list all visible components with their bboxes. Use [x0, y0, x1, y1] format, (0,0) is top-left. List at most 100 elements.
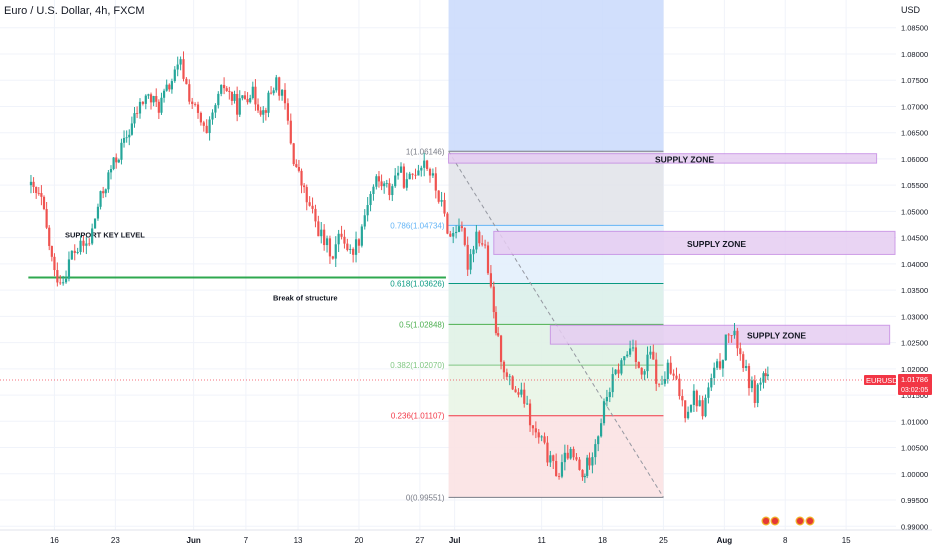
- time-axis: 16 23 Jun 7 13 20 27 Jul 11 18 25 Aug 8 15: [0, 529, 932, 550]
- candle: [649, 345, 652, 359]
- candle-body: [40, 193, 43, 197]
- candle: [437, 190, 440, 204]
- candle-body: [357, 239, 361, 246]
- candle: [199, 111, 202, 126]
- candle: [489, 265, 492, 289]
- candle-body: [283, 89, 287, 104]
- candle: [597, 435, 600, 452]
- candle: [611, 367, 614, 398]
- candle-body: [236, 94, 239, 115]
- candle: [736, 327, 739, 356]
- candle: [640, 367, 643, 380]
- candle-body: [168, 84, 171, 90]
- candle: [446, 212, 449, 235]
- candle: [552, 454, 555, 469]
- candle-body: [478, 231, 481, 244]
- candle-body: [311, 205, 314, 209]
- candle-body: [267, 92, 270, 113]
- candle: [380, 174, 383, 191]
- candle-body: [308, 202, 311, 206]
- candle-body: [328, 238, 332, 257]
- candle-body: [718, 361, 722, 369]
- candle: [684, 400, 687, 423]
- candle-body: [405, 179, 408, 188]
- candle: [681, 389, 684, 407]
- economic-events: [760, 515, 816, 527]
- candle-body: [122, 138, 126, 143]
- candle: [128, 129, 131, 146]
- candle: [716, 358, 719, 371]
- candle-body: [85, 243, 88, 246]
- candle: [549, 450, 552, 468]
- candle-body: [543, 436, 546, 443]
- price-tick-label: 1.04500: [901, 234, 928, 243]
- candle-body: [511, 376, 514, 390]
- candle-body: [59, 282, 62, 284]
- candle: [211, 109, 214, 125]
- candle: [710, 373, 713, 392]
- candle: [428, 167, 432, 183]
- candle-body: [489, 273, 492, 287]
- candle-body: [472, 249, 475, 255]
- candle-body: [520, 389, 523, 395]
- candle: [202, 120, 205, 132]
- candle: [591, 452, 594, 474]
- candle: [238, 90, 241, 118]
- candle-body: [417, 170, 420, 176]
- candle-body: [185, 78, 188, 85]
- candle-body: [766, 374, 769, 377]
- candle: [420, 165, 423, 177]
- candle-body: [45, 208, 48, 228]
- candle-body: [230, 91, 234, 101]
- candle: [698, 395, 701, 407]
- candle-body: [497, 333, 500, 336]
- candle-body: [320, 229, 323, 237]
- candle-body: [460, 226, 463, 229]
- candle-body: [617, 369, 620, 374]
- candle: [29, 174, 33, 194]
- candle-body: [423, 160, 426, 168]
- candle-body: [637, 362, 640, 368]
- candle: [629, 340, 632, 358]
- candle: [149, 92, 153, 110]
- candle: [614, 369, 617, 376]
- candle-body: [334, 244, 337, 259]
- candle: [182, 51, 185, 82]
- candle: [168, 83, 171, 92]
- candle: [352, 247, 355, 263]
- candle: [56, 262, 59, 287]
- candle-body: [96, 206, 100, 219]
- candle-body: [753, 380, 756, 404]
- candle-body: [528, 403, 532, 426]
- candle: [246, 92, 249, 105]
- candle: [88, 238, 91, 247]
- fib-band: [448, 283, 664, 325]
- candle-body: [505, 372, 508, 377]
- price-tick-label: 1.06500: [901, 129, 928, 138]
- candle-body: [443, 200, 446, 214]
- candle: [666, 359, 669, 384]
- candle: [475, 225, 478, 254]
- candle: [369, 191, 372, 212]
- candle-body: [141, 101, 144, 104]
- candle-body: [217, 93, 220, 106]
- candle-body: [555, 460, 558, 477]
- candle-body: [591, 457, 594, 466]
- candle: [499, 334, 503, 370]
- candle-body: [526, 403, 529, 405]
- candle-body: [733, 330, 736, 336]
- candle-body: [208, 119, 211, 134]
- candle: [492, 281, 495, 319]
- candle-body: [586, 457, 589, 476]
- candle-body: [317, 221, 320, 237]
- candle: [486, 241, 490, 276]
- candle: [753, 375, 756, 408]
- candle: [457, 218, 461, 233]
- candles: [29, 51, 769, 483]
- candle: [594, 439, 597, 465]
- candle-body: [67, 259, 71, 279]
- candle: [405, 172, 408, 191]
- candle-body: [508, 376, 511, 378]
- candle: [423, 152, 426, 177]
